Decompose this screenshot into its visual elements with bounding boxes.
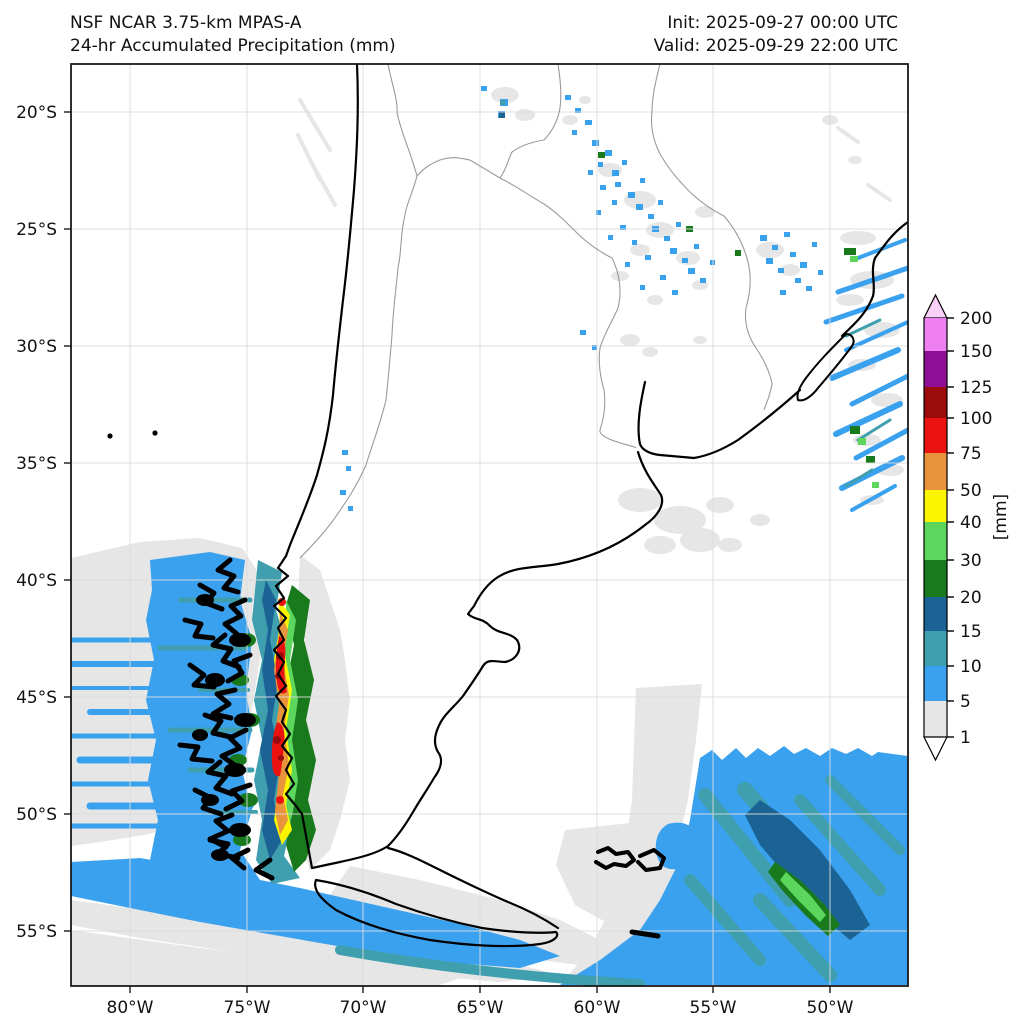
colorbar-tick-label: 75	[960, 444, 982, 464]
y-axis-labels: 20°S 25°S 30°S 35°S 40°S 45°S 50°S 55°S	[16, 103, 57, 942]
y-tick-label: 55°S	[16, 922, 57, 942]
y-tick-label: 35°S	[16, 454, 57, 474]
title-variable: 24-hr Accumulated Precipitation (mm)	[70, 36, 396, 56]
coast-chile-fjords	[272, 554, 314, 870]
colorbar-unit-label: [mm]	[991, 494, 1011, 540]
colorbar-segment	[924, 318, 947, 351]
x-tick-label: 70°W	[340, 998, 387, 1018]
border-bolivia	[416, 64, 562, 179]
falkland-islands	[594, 846, 636, 870]
colorbar-segment	[924, 666, 947, 701]
colorbar: 200 150 125 100 75 50 40 30 20 15 10 5 1…	[923, 293, 1011, 762]
colorbar-tick-label: 10	[960, 657, 982, 677]
colorbar-ticks	[947, 317, 954, 738]
colorbar-segment	[924, 597, 947, 631]
precip-layer-1mm-wisps	[296, 98, 892, 207]
x-tick-label: 60°W	[574, 998, 621, 1018]
juan-fernandez-island-west	[107, 433, 113, 439]
colorbar-tick-label: 200	[960, 309, 992, 329]
y-tick-label: 25°S	[16, 220, 57, 240]
coast-isla-estados	[629, 929, 661, 939]
colorbar-segment	[924, 701, 947, 737]
x-axis-labels: 80°W 75°W 70°W 65°W 60°W 55°W 50°W	[107, 998, 854, 1018]
colorbar-segment	[924, 387, 947, 418]
precip-layer-15mm-fill	[260, 112, 870, 940]
colorbar-segment	[924, 351, 947, 387]
colorbar-over-arrow	[923, 293, 948, 319]
map-frame	[70, 63, 909, 987]
colorbar-segment	[924, 418, 947, 453]
x-tick-label: 75°W	[224, 998, 271, 1018]
colorbar-tick-label: 50	[960, 481, 982, 501]
country-borders	[299, 64, 773, 559]
colorbar-under-arrow	[923, 736, 948, 762]
y-tick-label: 20°S	[16, 103, 57, 123]
colorbar-segment	[924, 560, 947, 597]
y-tick-label: 50°S	[16, 805, 57, 825]
x-tick-label: 50°W	[807, 998, 854, 1018]
coast-tierra-del-fuego	[314, 878, 559, 948]
valid-time: Valid: 2025-09-29 22:00 UTC	[654, 36, 898, 56]
border-paraguay-brazil	[650, 64, 725, 217]
juan-fernandez-island-east	[152, 430, 158, 436]
colorbar-tick-label: 5	[960, 692, 971, 712]
colorbar-segment	[924, 631, 947, 666]
coastlines	[272, 64, 908, 948]
y-tick-label: 45°S	[16, 688, 57, 708]
colorbar-segment	[924, 490, 947, 522]
precip-layer-10mm-fill	[252, 100, 505, 884]
border-chile-argentina	[299, 64, 418, 559]
colorbar-tick-label: 100	[960, 409, 992, 429]
colorbar-segment	[924, 453, 947, 490]
small-islands	[107, 430, 256, 861]
init-time: Init: 2025-09-27 00:00 UTC	[667, 13, 898, 33]
coast-chile-north	[284, 64, 359, 558]
x-tick-label: 65°W	[457, 998, 504, 1018]
colorbar-tick-label: 20	[960, 588, 982, 608]
coast-argentina-atlantic	[310, 450, 664, 870]
precip-layer-75mm-fill	[271, 598, 287, 804]
colorbar-tick-labels: 200 150 125 100 75 50 40 30 20 15 10 5 1	[960, 309, 992, 748]
colorbar-tick-label: 125	[960, 378, 992, 398]
x-tick-label: 55°W	[690, 998, 737, 1018]
coast-lagoa-dos-patos	[796, 333, 855, 402]
y-axis-ticks	[64, 111, 71, 932]
title-model: NSF NCAR 3.75-km MPAS-A	[70, 13, 302, 33]
x-tick-label: 80°W	[107, 998, 154, 1018]
colorbar-tick-label: 1	[960, 728, 971, 748]
x-axis-ticks	[129, 986, 831, 993]
colorbar-segment	[924, 522, 947, 560]
colorbar-tick-label: 150	[960, 342, 992, 362]
colorbar-tick-label: 40	[960, 513, 982, 533]
coast-uruguay-plata	[637, 380, 802, 460]
coast-magellan-north	[386, 846, 560, 930]
border-uruguay-brazil	[723, 215, 773, 411]
y-tick-label: 30°S	[16, 337, 57, 357]
colorbar-tick-label: 30	[960, 551, 982, 571]
colorbar-outline	[923, 318, 948, 737]
map-canvas	[71, 64, 908, 986]
colorbar-tick-label: 15	[960, 622, 982, 642]
border-paraguay-parana	[499, 177, 637, 449]
coast-brazil	[840, 220, 908, 338]
y-tick-label: 40°S	[16, 571, 57, 591]
